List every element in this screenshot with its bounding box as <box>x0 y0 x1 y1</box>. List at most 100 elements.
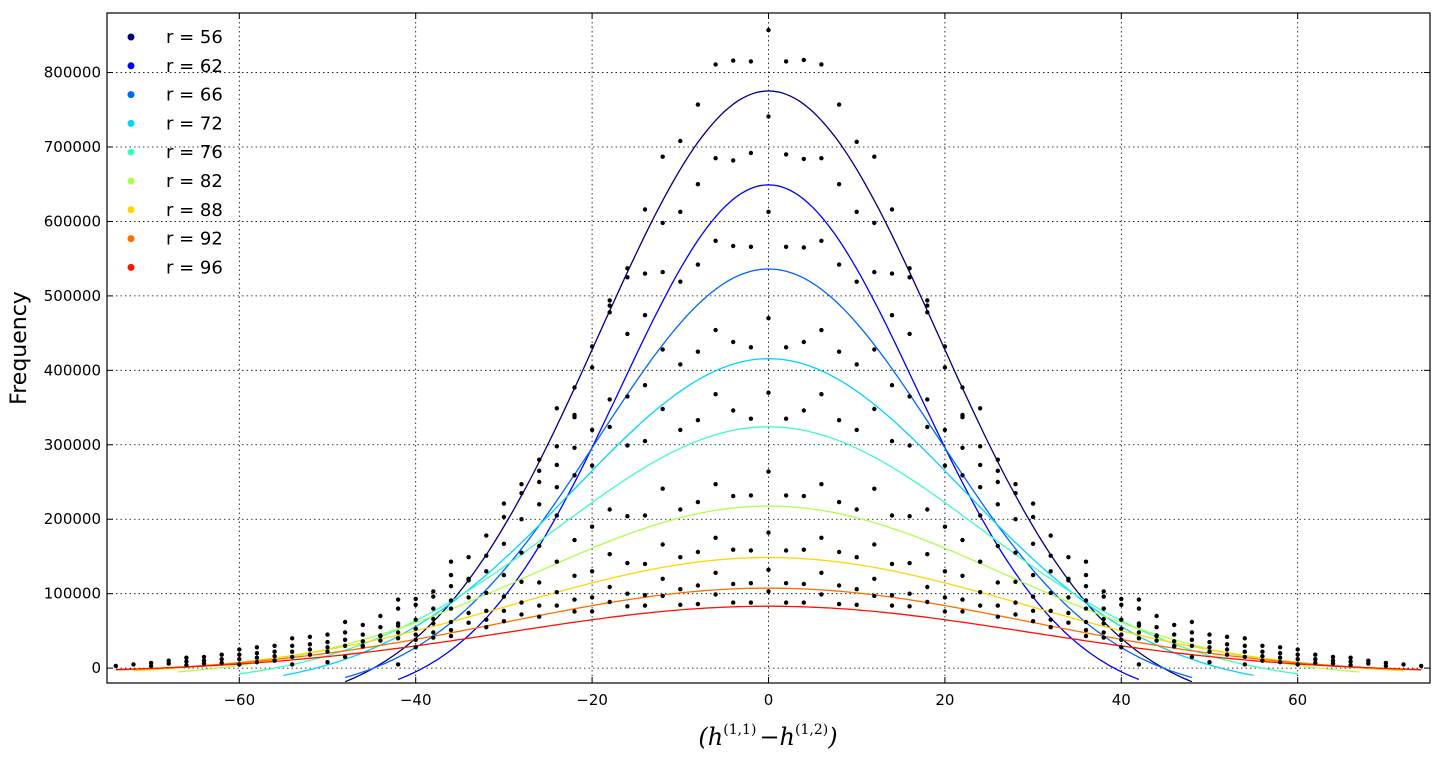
data-point <box>1189 619 1195 625</box>
data-point <box>642 561 648 567</box>
data-point <box>448 572 454 578</box>
data-point <box>801 493 806 499</box>
data-point <box>537 580 542 585</box>
data-point <box>1083 572 1089 578</box>
data-point <box>1277 651 1283 656</box>
data-point <box>342 643 348 648</box>
data-point <box>1066 555 1071 560</box>
data-point <box>731 600 736 605</box>
data-point <box>1048 625 1053 630</box>
data-point <box>642 513 648 518</box>
x-tick-label: −40 <box>400 691 432 709</box>
legend-label: r = 76 <box>166 142 223 163</box>
data-point <box>378 625 383 630</box>
data-point <box>1136 636 1142 641</box>
data-point <box>766 390 771 395</box>
x-tick-label: 60 <box>1288 691 1307 709</box>
data-point <box>1207 645 1212 650</box>
data-point <box>519 579 524 584</box>
data-point <box>1348 655 1353 660</box>
data-point <box>537 479 542 485</box>
y-tick-label: 600000 <box>44 212 101 230</box>
data-point <box>748 345 754 350</box>
data-point <box>1242 662 1248 667</box>
data-point <box>1242 636 1248 641</box>
data-point <box>395 621 401 626</box>
data-point <box>731 339 736 345</box>
data-point <box>589 609 595 614</box>
x-axis-title-sup1: (1,1) <box>723 722 756 738</box>
data-point <box>801 245 806 250</box>
data-point <box>678 602 683 607</box>
data-point <box>1013 600 1018 605</box>
data-point <box>678 587 683 592</box>
y-axis-title: Frequency <box>7 291 32 405</box>
data-point <box>872 347 877 352</box>
data-point <box>1101 616 1106 622</box>
data-point <box>554 406 559 411</box>
data-point <box>572 609 577 614</box>
data-point <box>572 537 577 543</box>
data-point <box>889 207 895 212</box>
legend: r = 56 r = 62 r = 66 r = 72 r = 76 r = 82 r = … <box>127 27 223 278</box>
data-point <box>607 507 612 512</box>
data-point <box>731 58 736 63</box>
data-point <box>1295 657 1300 662</box>
data-point <box>589 365 595 370</box>
data-point <box>484 533 489 538</box>
data-point <box>625 560 630 566</box>
data-point <box>1224 647 1230 652</box>
data-point <box>889 383 895 388</box>
data-point <box>625 394 630 399</box>
data-point <box>925 507 930 512</box>
data-point <box>695 262 701 267</box>
data-point <box>413 632 418 637</box>
data-point <box>607 298 612 303</box>
data-point <box>607 584 612 590</box>
data-point <box>1030 594 1036 599</box>
y-tick-label: 500000 <box>44 287 101 305</box>
data-point <box>1189 643 1195 648</box>
data-point <box>783 345 789 350</box>
data-point <box>484 553 489 558</box>
data-point <box>942 524 948 529</box>
data-point <box>1048 553 1053 558</box>
data-point <box>748 581 754 586</box>
data-point <box>537 614 542 619</box>
data-point <box>519 550 524 555</box>
data-point <box>854 279 859 284</box>
data-point <box>272 658 277 663</box>
legend-label: r = 96 <box>166 257 223 278</box>
data-point <box>801 57 806 63</box>
data-point <box>660 576 665 581</box>
data-point <box>1030 608 1036 613</box>
data-point <box>1277 660 1283 665</box>
y-tick-label: 0 <box>91 659 101 677</box>
data-point <box>713 156 718 161</box>
data-point <box>695 499 701 505</box>
data-point <box>695 349 701 354</box>
data-point <box>1066 610 1071 616</box>
data-point <box>484 590 489 596</box>
data-point <box>113 663 119 669</box>
data-point <box>995 457 1000 462</box>
data-point <box>713 327 718 333</box>
data-point <box>872 220 877 226</box>
data-point <box>819 238 824 243</box>
data-point <box>748 244 754 249</box>
data-point <box>995 502 1000 507</box>
data-point <box>889 313 895 318</box>
data-point <box>783 152 789 157</box>
data-point <box>642 593 648 598</box>
data-point <box>942 609 948 614</box>
data-point <box>607 424 612 430</box>
data-point <box>625 275 630 280</box>
data-point <box>466 620 471 625</box>
data-point <box>1083 559 1089 564</box>
data-point <box>678 555 683 560</box>
data-points <box>113 27 1424 669</box>
data-point <box>1119 617 1124 622</box>
data-point <box>660 406 665 412</box>
data-point <box>1101 594 1106 599</box>
y-tick-label: 400000 <box>44 361 101 379</box>
